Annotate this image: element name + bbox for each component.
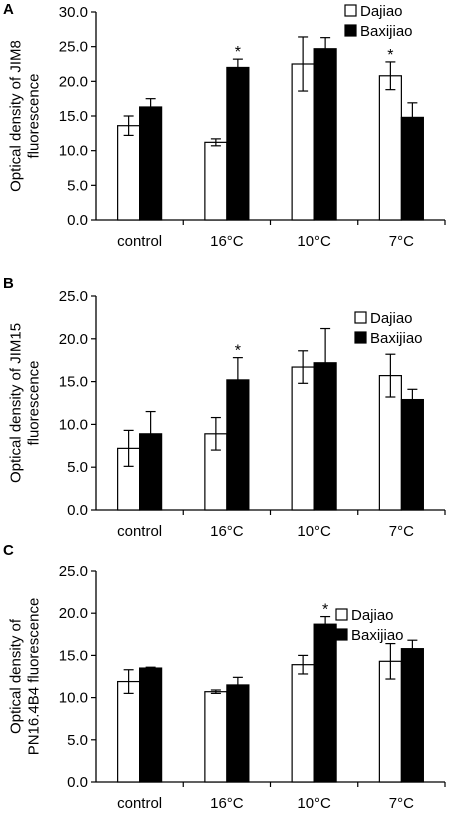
legend-label-dajiao: Dajiao xyxy=(370,310,413,327)
bar-dajiao-2 xyxy=(291,366,315,511)
y-tick-label: 20.0 xyxy=(59,331,88,348)
x-tick-label: control xyxy=(117,523,162,540)
bar-dajiao-2 xyxy=(291,664,315,783)
legend-label-baxijiao: Baxijiao xyxy=(370,330,423,347)
legend-label-dajiao: Dajiao xyxy=(351,607,394,624)
legend-swatch-baxijiao xyxy=(354,331,367,344)
x-tick-label: 16°C xyxy=(210,233,244,250)
legend-swatch-baxijiao xyxy=(335,628,348,641)
legend-swatch-dajiao xyxy=(354,311,367,324)
bar-dajiao-3 xyxy=(378,75,402,221)
bar-dajiao-1 xyxy=(204,141,228,221)
legend-label-baxijiao: Baxijiao xyxy=(351,627,404,644)
bar-dajiao-0 xyxy=(117,125,141,221)
y-tick-label: 10.0 xyxy=(59,690,88,707)
y-tick-label: 20.0 xyxy=(59,605,88,622)
y-tick-label: 25.0 xyxy=(59,563,88,580)
bar-baxijiao-0 xyxy=(139,106,163,221)
bar-baxijiao-3 xyxy=(400,648,424,783)
panel-letter: C xyxy=(3,542,14,559)
chart-panel-c: C Optical density of PN16.4B4 fluorescence… xyxy=(3,542,446,812)
y-axis-label: fluorescence xyxy=(26,73,43,158)
bar-baxijiao-2 xyxy=(313,48,337,221)
x-tick-label: control xyxy=(117,233,162,250)
y-axis-label: fluorescence xyxy=(26,360,43,445)
significance-star: * xyxy=(235,343,241,360)
y-tick-label: 5.0 xyxy=(67,732,88,749)
x-tick-label: 7°C xyxy=(389,795,414,812)
legend-swatch-baxijiao xyxy=(344,24,357,37)
panel-letter: A xyxy=(3,1,14,18)
bar-baxijiao-1 xyxy=(226,66,250,221)
y-tick-label: 10.0 xyxy=(59,416,88,433)
bar-baxijiao-2 xyxy=(313,623,337,783)
bar-baxijiao-0 xyxy=(139,667,163,783)
y-tick-label: 5.0 xyxy=(67,177,88,194)
significance-star: * xyxy=(322,602,328,619)
y-tick-label: 15.0 xyxy=(59,108,88,125)
x-tick-label: 7°C xyxy=(389,523,414,540)
y-tick-label: 25.0 xyxy=(59,288,88,305)
significance-star: * xyxy=(387,47,393,64)
y-tick-label: 0.0 xyxy=(67,774,88,791)
y-tick-label: 30.0 xyxy=(59,4,88,21)
x-tick-label: 16°C xyxy=(210,795,244,812)
y-tick-label: 20.0 xyxy=(59,73,88,90)
x-tick-label: 10°C xyxy=(297,233,331,250)
y-tick-label: 15.0 xyxy=(59,647,88,664)
y-tick-label: 0.0 xyxy=(67,212,88,229)
bar-baxijiao-3 xyxy=(400,116,424,221)
chart-panel-b: B Optical density of JIM15 fluorescence 0.0… xyxy=(3,275,446,540)
legend-label-baxijiao: Baxijiao xyxy=(360,23,413,40)
x-tick-label: 7°C xyxy=(389,233,414,250)
y-tick-label: 25.0 xyxy=(59,39,88,56)
legend-label-dajiao: Dajiao xyxy=(360,3,403,20)
legend-swatch-dajiao xyxy=(335,608,348,621)
y-tick-label: 10.0 xyxy=(59,143,88,160)
legend-swatch-dajiao xyxy=(344,4,357,17)
y-tick-label: 5.0 xyxy=(67,459,88,476)
x-tick-label: 10°C xyxy=(297,795,331,812)
y-axis-label: Optical density of JIM15 xyxy=(8,323,25,483)
significance-star: * xyxy=(235,44,241,61)
y-axis-label: PN16.4B4 fluorescence xyxy=(26,598,43,756)
y-axis-label: Optical density of xyxy=(8,618,25,734)
panel-letter: B xyxy=(3,275,14,292)
bar-baxijiao-3 xyxy=(400,398,424,511)
bar-baxijiao-1 xyxy=(226,684,250,783)
y-axis-label: Optical density of JIM8 xyxy=(8,40,25,192)
bar-dajiao-0 xyxy=(117,680,141,783)
chart-panel-a: A Optical density of JIM8 fluorescence 0.0 5… xyxy=(3,1,446,250)
y-tick-label: 0.0 xyxy=(67,502,88,519)
bar-dajiao-1 xyxy=(204,691,228,783)
x-tick-label: 16°C xyxy=(210,523,244,540)
x-tick-label: 10°C xyxy=(297,523,331,540)
x-tick-label: control xyxy=(117,795,162,812)
y-tick-label: 15.0 xyxy=(59,374,88,391)
